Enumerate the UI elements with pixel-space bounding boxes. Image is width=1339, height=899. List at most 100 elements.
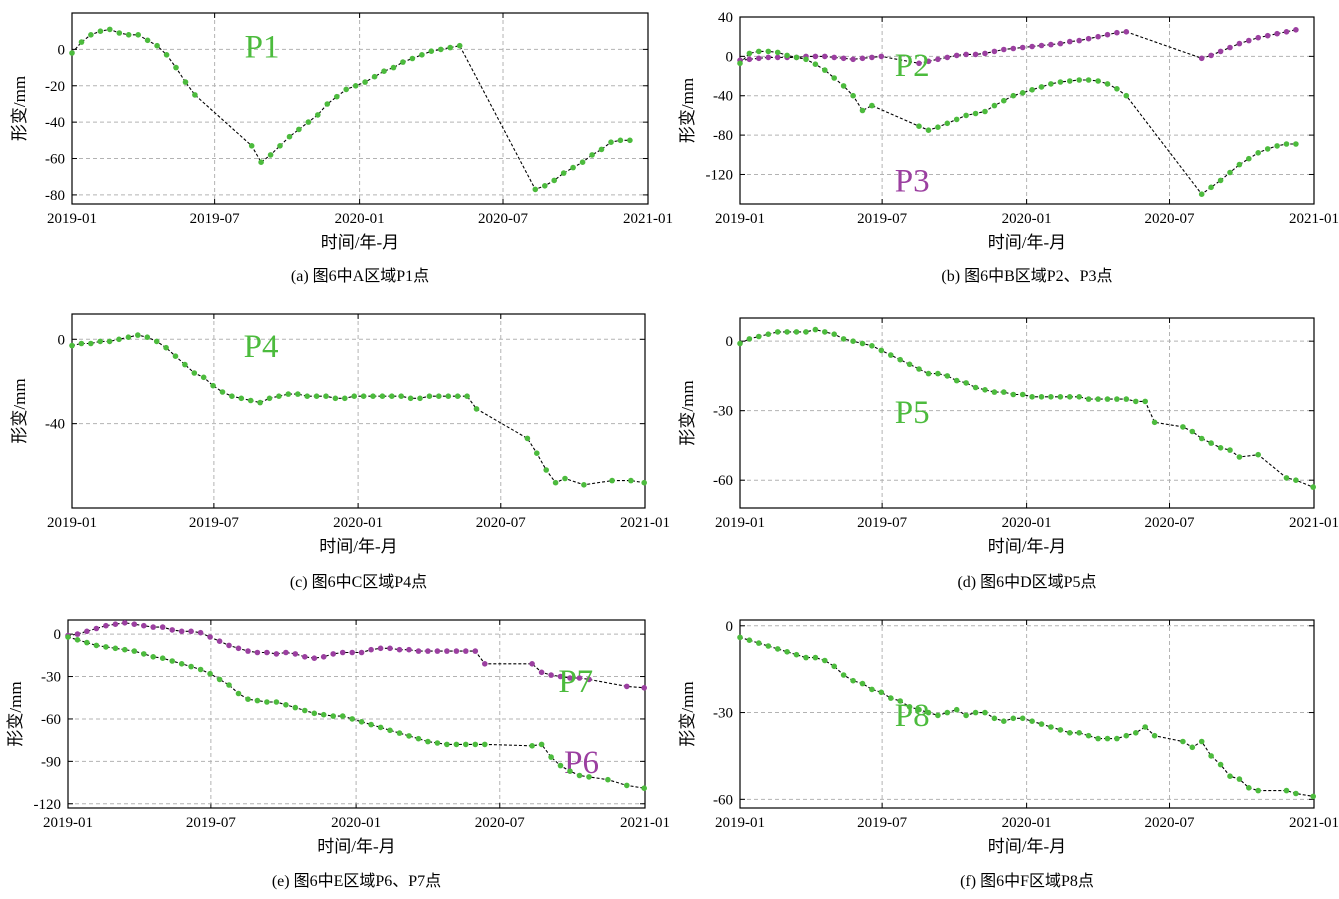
data-point-p7 [358,719,365,725]
data-point-p2 [1264,146,1271,152]
data-point-p2 [803,56,809,63]
data-point-p3 [1076,37,1082,44]
data-point-p3 [1264,32,1271,39]
data-point-p6 [245,648,251,654]
data-point-p6 [358,649,365,656]
data-point-p3 [1227,44,1233,51]
data-point-p5 [1142,398,1148,405]
data-point-p6 [254,649,261,656]
data-point-p5 [1293,477,1299,484]
data-point-p2 [840,83,847,89]
data-point-p5 [756,333,762,340]
data-point-p7 [538,741,545,748]
data-point-p3 [991,48,998,55]
x-tick-label: 2020-07 [478,211,528,227]
data-point-p3 [1198,55,1205,62]
y-tick-label: -120 [706,167,734,183]
data-point-p5 [840,336,847,342]
data-point-p3 [1283,29,1290,35]
data-point-p1 [182,79,189,85]
data-point-p4 [313,393,320,400]
data-point-p8 [1236,776,1243,782]
data-point-p1 [154,42,160,49]
data-point-p8 [765,643,772,649]
data-point-p3 [1274,30,1280,37]
data-point-p8 [1246,785,1252,791]
data-point-p4 [351,393,358,400]
series-label-p7: P7 [558,664,593,700]
data-point-p6 [463,648,469,654]
data-point-p7 [254,697,261,704]
data-point-p1 [532,186,539,193]
data-point-p2 [1001,97,1007,104]
data-point-p8 [784,649,790,655]
data-point-p5 [869,343,875,349]
data-point-p4 [266,395,273,402]
data-point-p6 [377,645,384,652]
data-point-p7 [245,696,251,702]
data-point-p4 [562,475,568,482]
data-point-p8 [1133,730,1139,736]
data-point-p4 [641,479,647,486]
y-tick-label: -40 [713,89,733,105]
data-point-p1 [598,146,605,153]
data-point-p6 [131,621,138,627]
x-tick-label: 2020-07 [476,515,526,531]
data-point-p4 [407,395,414,402]
data-point-p6 [302,654,308,660]
data-point-p8 [1123,732,1130,739]
data-point-p1 [390,64,397,71]
data-point-p4 [581,482,587,488]
data-point-p5 [1283,475,1290,481]
data-point-p8 [991,715,998,722]
data-point-p2 [1067,78,1073,84]
data-point-p5 [925,370,932,377]
data-point-p4 [285,391,292,397]
data-point-p2 [765,48,772,55]
data-point-p8 [869,686,875,693]
data-point-p6 [178,628,185,635]
data-point-p8 [1217,761,1224,768]
series-line-p2 [739,50,1296,195]
data-point-p5 [944,373,951,379]
data-point-p3 [982,50,988,57]
data-point-p2 [1085,77,1092,83]
data-point-p1 [447,44,454,51]
data-point-p6 [93,625,100,632]
data-point-p7 [472,741,479,748]
x-tick-label: 2019-01 [715,211,765,227]
plot-frame [71,313,646,509]
data-point-p3 [756,55,762,62]
data-point-p8 [1095,735,1101,742]
data-point-p3 [944,54,951,61]
data-point-p6 [482,661,488,667]
data-point-p8 [982,709,988,716]
data-point-p6 [112,621,119,627]
data-point-p3 [850,56,856,63]
data-point-p7 [349,716,356,722]
data-point-p4 [200,374,207,381]
data-point-p5 [1217,445,1224,451]
data-point-p1 [135,32,141,38]
data-point-p3 [1236,40,1243,47]
y-tick-label: 0 [58,332,66,348]
data-point-p7 [273,699,280,705]
data-point-p7 [302,707,308,714]
data-point-p7 [339,713,346,719]
data-point-p4 [135,332,141,338]
data-point-p3 [1104,31,1111,38]
data-point-p5 [972,384,979,391]
data-point-p8 [850,677,856,684]
data-point-p6 [444,648,450,654]
data-point-p2 [1057,79,1064,85]
data-point-p6 [529,661,535,667]
data-point-p7 [415,735,422,742]
data-point-p6 [74,631,81,637]
data-point-p1 [97,28,104,34]
data-point-p4 [78,340,85,347]
data-point-p7 [216,676,223,683]
data-point-p1 [617,137,624,144]
data-point-p8 [1010,715,1017,722]
data-point-p6 [207,634,213,640]
